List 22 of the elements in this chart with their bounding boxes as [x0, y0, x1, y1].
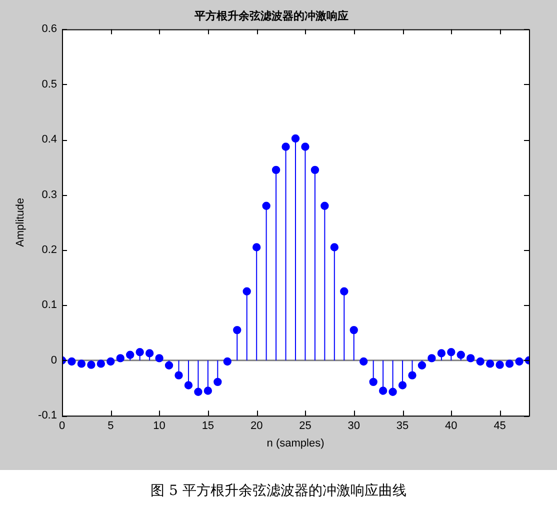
x-tick-label: 40	[445, 420, 458, 432]
x-tick-label: 10	[153, 420, 166, 432]
chart-title: 平方根升余弦滤波器的冲激响应	[194, 9, 348, 22]
x-tick-label: 45	[494, 420, 506, 432]
y-tick-label: 0	[50, 354, 57, 366]
x-tick-label: 5	[108, 420, 114, 432]
y-tick-label: -0.1	[38, 410, 57, 422]
x-tick-label: 20	[250, 420, 263, 432]
y-tick-label: 0.1	[42, 299, 57, 312]
y-tick-label: 0.3	[42, 188, 57, 201]
x-tick-label: 25	[299, 420, 312, 432]
y-tick-label: 0.4	[42, 134, 57, 146]
y-tick-label: 0.2	[42, 244, 57, 256]
y-axis-title: Amplitude	[14, 198, 27, 247]
x-tick-label: 30	[348, 420, 360, 432]
x-tick-label: 15	[202, 420, 214, 432]
y-tick-label: 0.5	[42, 78, 57, 90]
x-tick-label: 35	[396, 420, 409, 432]
x-axis-title: n (samples)	[266, 437, 324, 450]
caption: 图 5 平方根升余弦滤波器的冲激响应曲线	[150, 482, 408, 500]
y-tick-label: 0.6	[42, 23, 57, 36]
x-tick-label: 0	[58, 420, 66, 432]
